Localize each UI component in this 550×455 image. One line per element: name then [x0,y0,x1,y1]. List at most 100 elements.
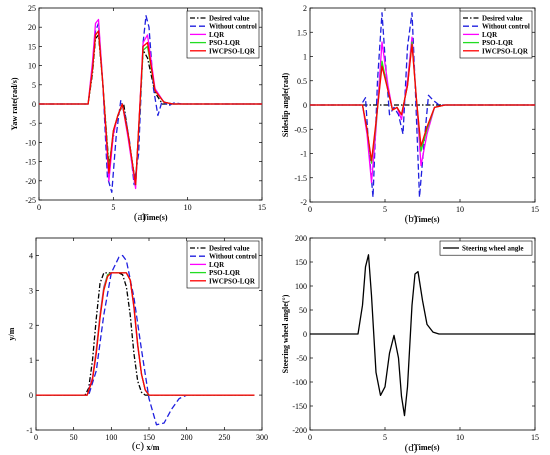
x-tick-label: 15 [531,205,539,214]
y-tick-label: 2 [303,4,307,13]
y-tick-label: -1 [26,426,33,435]
y-tick-label: -1 [300,150,307,159]
legend-entry: IWCPSO-LQR [209,47,256,55]
legend-entry: Steering wheel angle [462,245,523,253]
y-axis-label: y/m [7,327,16,340]
y-tick-label: 0 [303,101,307,110]
panel-b: 0 5 10 15 -2 -1.5 -1 -0.5 0 0.5 1 1.5 2 Time(s) Sidesl… [281,4,539,224]
series-line-lqr [310,36,535,184]
x-tick-label: 150 [143,433,155,442]
y-tick-label: 25 [28,4,36,13]
y-tick-label: 1 [29,356,33,365]
caption-a: (a) [134,211,147,223]
x-axis-label: Time(s) [413,443,439,452]
x-tick-label: 10 [456,433,464,442]
y-tick-label: 20 [28,23,36,32]
x-tick-label: 0 [34,433,38,442]
series-line-iwcpso-lqr [36,272,255,396]
y-axis-label: Yaw rate(rad/s) [10,77,19,130]
series-line-without-control [310,12,535,198]
x-tick-label: 200 [181,433,193,442]
y-tick-label: 1 [303,53,307,62]
x-axis-label: x/m [147,443,160,452]
y-tick-label: -50 [296,354,307,363]
legend-entry: IWCPSO-LQR [482,47,529,55]
legend-box [439,240,533,256]
y-tick-label: 0 [29,391,33,400]
y-tick-label: -10 [25,138,36,147]
y-axis-label: Steering wheel angle(°) [281,294,290,373]
y-tick-label: 2 [29,321,33,330]
y-tick-label: -2 [300,198,307,207]
y-tick-label: 10 [28,62,36,71]
y-tick-label: 50 [299,306,307,315]
legend-entry: LQR [209,261,225,269]
legend-entry: Without control [209,253,257,261]
y-tick-label: -200 [292,426,307,435]
x-tick-label: 5 [111,203,115,212]
series-line-steering-wheel-angle [310,254,535,417]
legend-entry: Desired value [209,15,250,23]
x-axis-label: Time(s) [141,213,167,222]
x-tick-label: 0 [308,205,312,214]
y-tick-label: 150 [295,258,307,267]
y-tick-label: 3 [29,286,33,295]
x-tick-label: 15 [258,203,266,212]
y-tick-label: -5 [29,119,36,128]
legend-entry: Without control [482,23,530,31]
x-tick-label: 0 [308,433,312,442]
series-line-iwcpso-lqr [39,30,262,186]
y-tick-label: 15 [28,42,36,51]
x-tick-label: 5 [383,205,387,214]
y-tick-label: -100 [292,378,307,387]
panel-d: 0 5 10 15 -200 -150 -100 -50 0 50 100 150 200 Time(s)… [281,234,539,452]
series-group [39,15,262,193]
x-axis-label: Time(s) [413,215,439,224]
series-group [36,254,255,426]
x-tick-label: 5 [383,433,387,442]
legend-entry: LQR [482,31,498,39]
x-tick-label: 10 [456,205,464,214]
y-tick-label: -20 [25,177,36,186]
legend-entry: Without control [209,23,257,31]
legend-entry: Desired value [209,245,250,253]
panel-a: 0 5 10 15 -25 -20 -15 -10 -5 0 5 10 15 20 25 Time(s) Yaw… [10,4,266,222]
y-tick-label: 100 [295,282,307,291]
y-tick-label: 0.5 [297,77,307,86]
legend-entry: Desired value [482,15,523,23]
series-group [310,12,535,198]
caption-c: (c) [132,440,145,452]
y-tick-label: 4 [29,251,33,260]
y-tick-label: 0 [32,100,36,109]
legend-entry: PSO-LQR [209,269,241,277]
series-group [310,254,535,417]
caption-b: (b) [405,213,418,225]
x-tick-label: 300 [256,433,268,442]
y-tick-label: -25 [25,196,36,205]
x-tick-label: 50 [70,433,78,442]
legend-entry: IWCPSO-LQR [209,277,256,285]
series-line-desired-value [36,272,255,396]
y-axis-label: Sideslip angle(rad) [281,73,290,138]
x-tick-label: 0 [37,203,41,212]
x-tick-label: 100 [105,433,117,442]
y-tick-label: 1.5 [297,28,307,37]
legend-entry: PSO-LQR [482,39,514,47]
x-tick-label: 250 [218,433,230,442]
series-line-iwcpso-lqr [310,43,535,162]
y-tick-label: -15 [25,158,36,167]
y-tick-label: 200 [295,234,307,243]
x-tick-label: 15 [531,433,539,442]
y-tick-label: 5 [32,81,36,90]
y-tick-label: -1.5 [294,174,307,183]
caption-d: (d) [405,442,418,454]
y-tick-label: 0 [303,330,307,339]
y-tick-label: -0.5 [294,125,307,134]
legend-entry: LQR [209,31,225,39]
y-tick-label: -150 [292,402,307,411]
x-tick-label: 10 [184,203,192,212]
legend-entry: PSO-LQR [209,39,241,47]
series-line-without-control [36,254,187,426]
